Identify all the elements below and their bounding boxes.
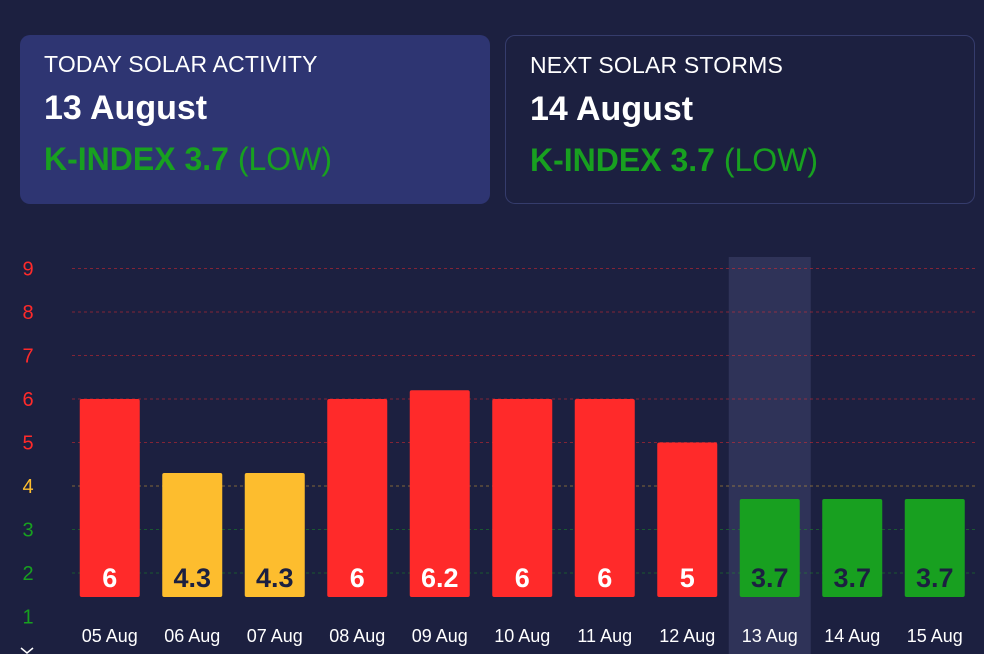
bar-value-label: 6.2	[421, 563, 459, 593]
bar[interactable]	[79, 399, 140, 597]
y-tick-label: 6	[22, 389, 33, 411]
bar[interactable]	[657, 442, 718, 598]
bar-value-label: 5	[680, 563, 695, 593]
next-card-kindex: K-INDEX 3.7 (LOW)	[530, 142, 950, 179]
today-card-date: 13 August	[44, 89, 208, 127]
y-tick-label: 9	[22, 259, 33, 281]
x-tick-label: 11 Aug	[577, 626, 632, 646]
today-kindex-level: (LOW)	[237, 141, 333, 177]
bar-value-label: 3.7	[751, 563, 789, 593]
x-tick-label: 05 Aug	[82, 626, 138, 646]
y-tick-label: 2	[22, 563, 33, 585]
bar-value-label: 3.7	[916, 563, 954, 593]
y-tick-label: 8	[22, 302, 33, 324]
bar[interactable]	[162, 472, 223, 597]
bar-value-label: 6	[350, 563, 365, 593]
bar-value-label: 4.3	[173, 563, 211, 593]
today-kindex-label: K-INDEX	[44, 141, 176, 177]
next-kindex-level: (LOW)	[723, 142, 819, 178]
bar[interactable]	[739, 499, 800, 597]
today-kindex-value: 3.7	[184, 141, 229, 177]
y-tick-label: 4	[22, 476, 33, 498]
y-tick-label: 1	[22, 607, 33, 629]
bar[interactable]	[822, 499, 883, 597]
bar-value-label: 6	[102, 563, 117, 593]
x-tick-label: 13 Aug	[742, 626, 798, 646]
y-tick-label: 3	[22, 520, 33, 542]
today-card-title: TODAY SOLAR ACTIVITY	[44, 51, 318, 77]
next-kindex-label: K-INDEX	[530, 142, 662, 178]
x-tick-label: 12 Aug	[659, 626, 715, 646]
bar[interactable]	[904, 499, 965, 597]
x-tick-label: 08 Aug	[329, 626, 385, 646]
next-card-date: 14 August	[530, 90, 694, 128]
y-tick-label: 5	[22, 433, 33, 455]
x-tick-label: 06 Aug	[164, 626, 220, 646]
chevron-down-icon[interactable]	[20, 647, 34, 654]
bar[interactable]	[327, 399, 388, 597]
bar[interactable]	[574, 399, 635, 597]
x-tick-label: 09 Aug	[412, 626, 468, 646]
today-card-kindex: K-INDEX 3.7 (LOW)	[44, 141, 466, 178]
x-tick-label: 07 Aug	[247, 626, 303, 646]
bar[interactable]	[244, 472, 305, 597]
next-kindex-value: 3.7	[670, 142, 715, 178]
x-tick-label: 10 Aug	[494, 626, 550, 646]
today-activity-card: TODAY SOLAR ACTIVITY 13 August K-INDEX 3…	[20, 35, 490, 204]
bar-value-label: 3.7	[833, 563, 871, 593]
bar[interactable]	[409, 390, 470, 597]
y-tick-label: 7	[22, 346, 33, 368]
bar-value-label: 4.3	[256, 563, 294, 593]
bar-value-label: 6	[515, 563, 530, 593]
next-card-title: NEXT SOLAR STORMS	[530, 52, 784, 78]
bar[interactable]	[492, 399, 553, 597]
x-tick-label: 14 Aug	[824, 626, 880, 646]
bar-value-label: 6	[597, 563, 612, 593]
next-storms-card[interactable]: NEXT SOLAR STORMS 14 August K-INDEX 3.7 …	[505, 35, 975, 204]
x-tick-label: 15 Aug	[907, 626, 963, 646]
